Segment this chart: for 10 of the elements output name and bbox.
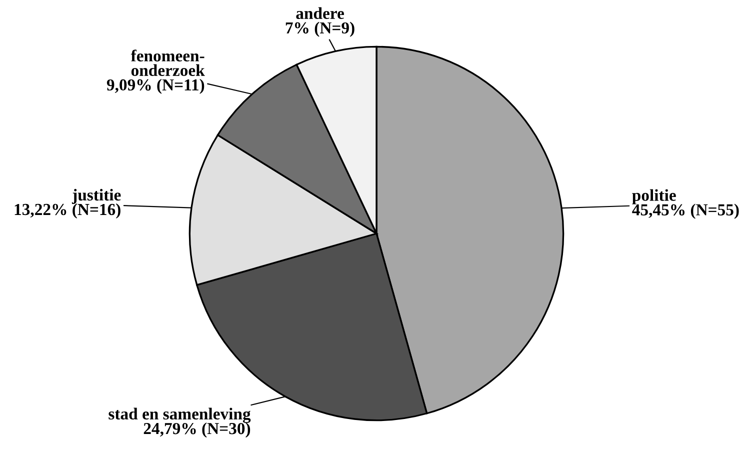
data-label: 7% (N=9) bbox=[286, 22, 354, 37]
data-label: 13,22% (N=16) bbox=[14, 203, 120, 219]
slice-label: fenomeen- onderzoek bbox=[130, 50, 205, 76]
data-label: 24,79% (N=30) bbox=[144, 422, 250, 438]
data-label: 9,09% (N=11) bbox=[106, 78, 204, 94]
data-label: 45,45% (N=55) bbox=[632, 204, 739, 219]
slice-label: stad en samenleving bbox=[108, 408, 251, 424]
slice-label: andere bbox=[296, 7, 344, 19]
slice-label: justitie bbox=[72, 188, 121, 204]
slice-label: politie bbox=[632, 189, 676, 204]
